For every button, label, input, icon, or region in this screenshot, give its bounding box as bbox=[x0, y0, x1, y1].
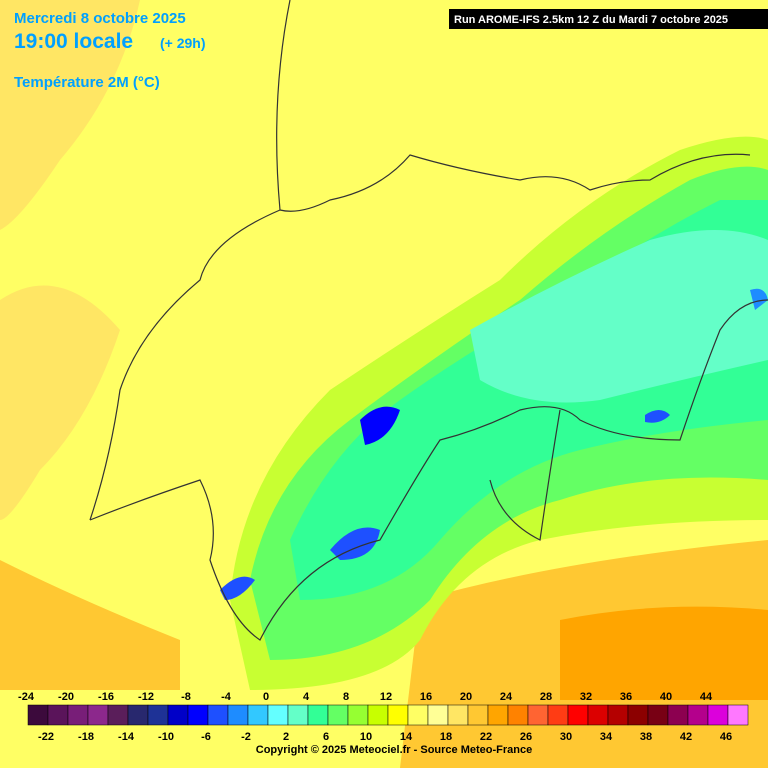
color-swatch bbox=[467, 704, 489, 726]
legend-tick-label: 18 bbox=[440, 731, 452, 743]
color-swatch bbox=[487, 704, 509, 726]
legend-tick-label: 16 bbox=[420, 691, 432, 703]
color-swatch bbox=[147, 704, 169, 726]
color-swatch bbox=[647, 704, 669, 726]
color-swatch bbox=[187, 704, 209, 726]
color-swatch bbox=[67, 704, 89, 726]
legend-tick-label: -4 bbox=[221, 691, 232, 703]
forecast-date: Mercredi 8 octobre 2025 bbox=[14, 10, 186, 27]
color-swatch bbox=[267, 704, 289, 726]
legend-tick-label: 4 bbox=[303, 691, 310, 703]
color-swatch bbox=[207, 704, 229, 726]
legend-tick-label: -20 bbox=[58, 691, 74, 703]
color-swatch bbox=[367, 704, 389, 726]
color-swatch bbox=[707, 704, 729, 726]
color-swatch bbox=[107, 704, 129, 726]
copyright: Copyright © 2025 Meteociel.fr - Source M… bbox=[256, 744, 532, 756]
legend-tick-label: 46 bbox=[720, 731, 732, 743]
color-swatch bbox=[447, 704, 469, 726]
legend-tick-label: 20 bbox=[460, 691, 472, 703]
legend-tick-label: 24 bbox=[500, 691, 513, 703]
legend-tick-label: 40 bbox=[660, 691, 672, 703]
color-swatch bbox=[307, 704, 329, 726]
legend-tick-label: 12 bbox=[380, 691, 392, 703]
color-swatch bbox=[687, 704, 709, 726]
legend-tick-label: 0 bbox=[263, 691, 269, 703]
color-swatch bbox=[607, 704, 629, 726]
parameter: Température 2M (°C) bbox=[14, 74, 160, 91]
color-swatch bbox=[47, 704, 69, 726]
color-swatch bbox=[247, 704, 269, 726]
legend-tick-label: -16 bbox=[98, 691, 114, 703]
legend: -24-22-20-18-16-14-12-10-8-6-4-202468101… bbox=[18, 691, 749, 743]
legend-tick-label: -10 bbox=[158, 731, 174, 743]
color-swatch bbox=[287, 704, 309, 726]
color-swatch bbox=[627, 704, 649, 726]
legend-tick-label: 42 bbox=[680, 731, 692, 743]
color-swatch bbox=[127, 704, 149, 726]
color-swatch bbox=[87, 704, 109, 726]
legend-tick-label: 44 bbox=[700, 691, 713, 703]
color-swatch bbox=[527, 704, 549, 726]
color-swatch bbox=[567, 704, 589, 726]
legend-tick-label: 10 bbox=[360, 731, 372, 743]
forecast-offset: (+ 29h) bbox=[160, 35, 206, 51]
legend-tick-label: -2 bbox=[241, 731, 251, 743]
color-swatch bbox=[587, 704, 609, 726]
color-swatch bbox=[507, 704, 529, 726]
color-swatch bbox=[547, 704, 569, 726]
legend-tick-label: -18 bbox=[78, 731, 94, 743]
legend-tick-label: 32 bbox=[580, 691, 592, 703]
legend-tick-label: -12 bbox=[138, 691, 154, 703]
color-swatch bbox=[227, 704, 249, 726]
color-swatch bbox=[27, 704, 49, 726]
legend-tick-label: -14 bbox=[118, 731, 135, 743]
color-swatch bbox=[387, 704, 409, 726]
color-swatch bbox=[427, 704, 449, 726]
legend-tick-label: -6 bbox=[201, 731, 211, 743]
color-swatch bbox=[407, 704, 429, 726]
run-info: Run AROME-IFS 2.5km 12 Z du Mardi 7 octo… bbox=[454, 14, 728, 26]
borders bbox=[89, 0, 768, 641]
color-swatch bbox=[347, 704, 369, 726]
forecast-time: 19:00 locale bbox=[14, 30, 133, 53]
legend-tick-label: 28 bbox=[540, 691, 552, 703]
color-swatch bbox=[727, 704, 749, 726]
legend-tick-label: -8 bbox=[181, 691, 191, 703]
run-box bbox=[449, 9, 768, 29]
legend-tick-label: 38 bbox=[640, 731, 652, 743]
header: Mercredi 8 octobre 2025 19:00 locale (+ … bbox=[14, 9, 768, 91]
color-swatch bbox=[327, 704, 349, 726]
legend-tick-label: 8 bbox=[343, 691, 349, 703]
legend-tick-label: -22 bbox=[38, 731, 54, 743]
legend-tick-label: -24 bbox=[18, 691, 35, 703]
legend-tick-label: 14 bbox=[400, 731, 413, 743]
legend-tick-label: 26 bbox=[520, 731, 532, 743]
legend-tick-label: 34 bbox=[600, 731, 613, 743]
legend-tick-label: 6 bbox=[323, 731, 329, 743]
legend-tick-label: 30 bbox=[560, 731, 572, 743]
legend-tick-label: 22 bbox=[480, 731, 492, 743]
legend-tick-label: 36 bbox=[620, 691, 632, 703]
color-swatch bbox=[667, 704, 689, 726]
legend-tick-label: 2 bbox=[283, 731, 289, 743]
color-swatch bbox=[167, 704, 189, 726]
